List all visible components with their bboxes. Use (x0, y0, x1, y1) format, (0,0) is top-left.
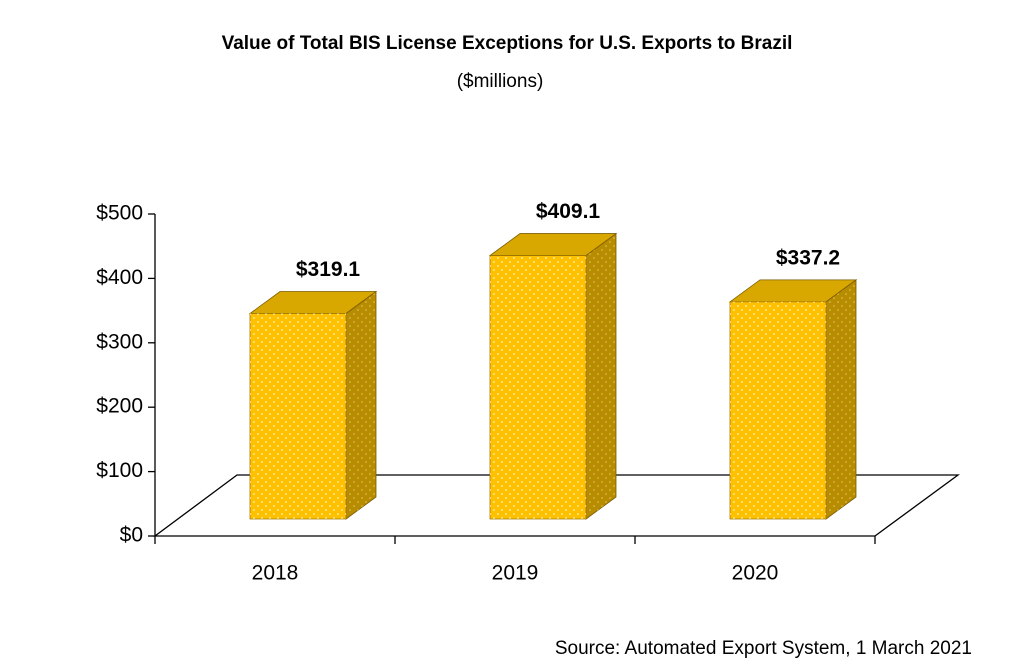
chart-title: Value of Total BIS License Exceptions fo… (222, 33, 793, 54)
y-tick-label: $400 (96, 266, 143, 289)
x-tick-label: 2019 (492, 562, 539, 585)
chart-subtitle: ($millions) (457, 71, 544, 92)
bar (728, 279, 858, 520)
bar (488, 232, 618, 520)
bar-front-dots (250, 313, 346, 519)
bar-side-dots (346, 291, 376, 519)
y-tick-label: $200 (96, 395, 143, 418)
value-label: $319.1 (296, 258, 361, 281)
y-tick-label: $0 (120, 524, 143, 547)
y-tick-label: $300 (96, 330, 143, 353)
bar-front-dots (730, 301, 826, 519)
value-label: $337.2 (776, 246, 840, 269)
bar (248, 290, 378, 520)
y-tick-label: $100 (96, 459, 143, 482)
bar-side-dots (586, 233, 616, 519)
source-note: Source: Automated Export System, 1 March… (555, 638, 972, 659)
bar-side-dots (826, 279, 856, 519)
y-tick-label: $500 (96, 202, 143, 225)
bar-front-dots (490, 255, 586, 519)
x-tick-label: 2020 (732, 562, 779, 585)
x-tick-label: 2018 (252, 562, 299, 585)
value-label: $409.1 (536, 200, 601, 223)
